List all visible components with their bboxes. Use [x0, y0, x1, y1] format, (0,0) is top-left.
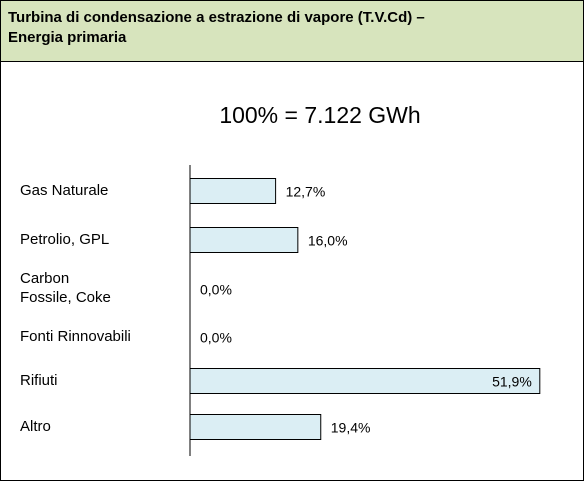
- chart-title: Turbina di condensazione a estrazione di…: [8, 9, 429, 46]
- value-label: 51,9%: [492, 374, 532, 390]
- bar: [189, 227, 299, 253]
- bar: [189, 178, 277, 204]
- value-label: 19,4%: [331, 420, 371, 436]
- value-label: 0,0%: [200, 330, 232, 346]
- value-label: 16,0%: [308, 233, 348, 249]
- category-label: Petrolio, GPL: [20, 231, 109, 248]
- value-label: 0,0%: [200, 282, 232, 298]
- category-label: Gas Naturale: [20, 182, 108, 199]
- header-band: [0, 0, 584, 62]
- bar: [189, 414, 322, 440]
- category-label: Rifiuti: [20, 372, 58, 389]
- bar: [189, 368, 541, 394]
- value-label: 12,7%: [286, 184, 326, 200]
- category-label: Carbon Fossile, Coke: [20, 270, 111, 306]
- category-label: Altro: [20, 418, 51, 435]
- category-label: Fonti Rinnovabili: [20, 328, 131, 345]
- chart-subtitle: 100% = 7.122 GWh: [219, 102, 420, 128]
